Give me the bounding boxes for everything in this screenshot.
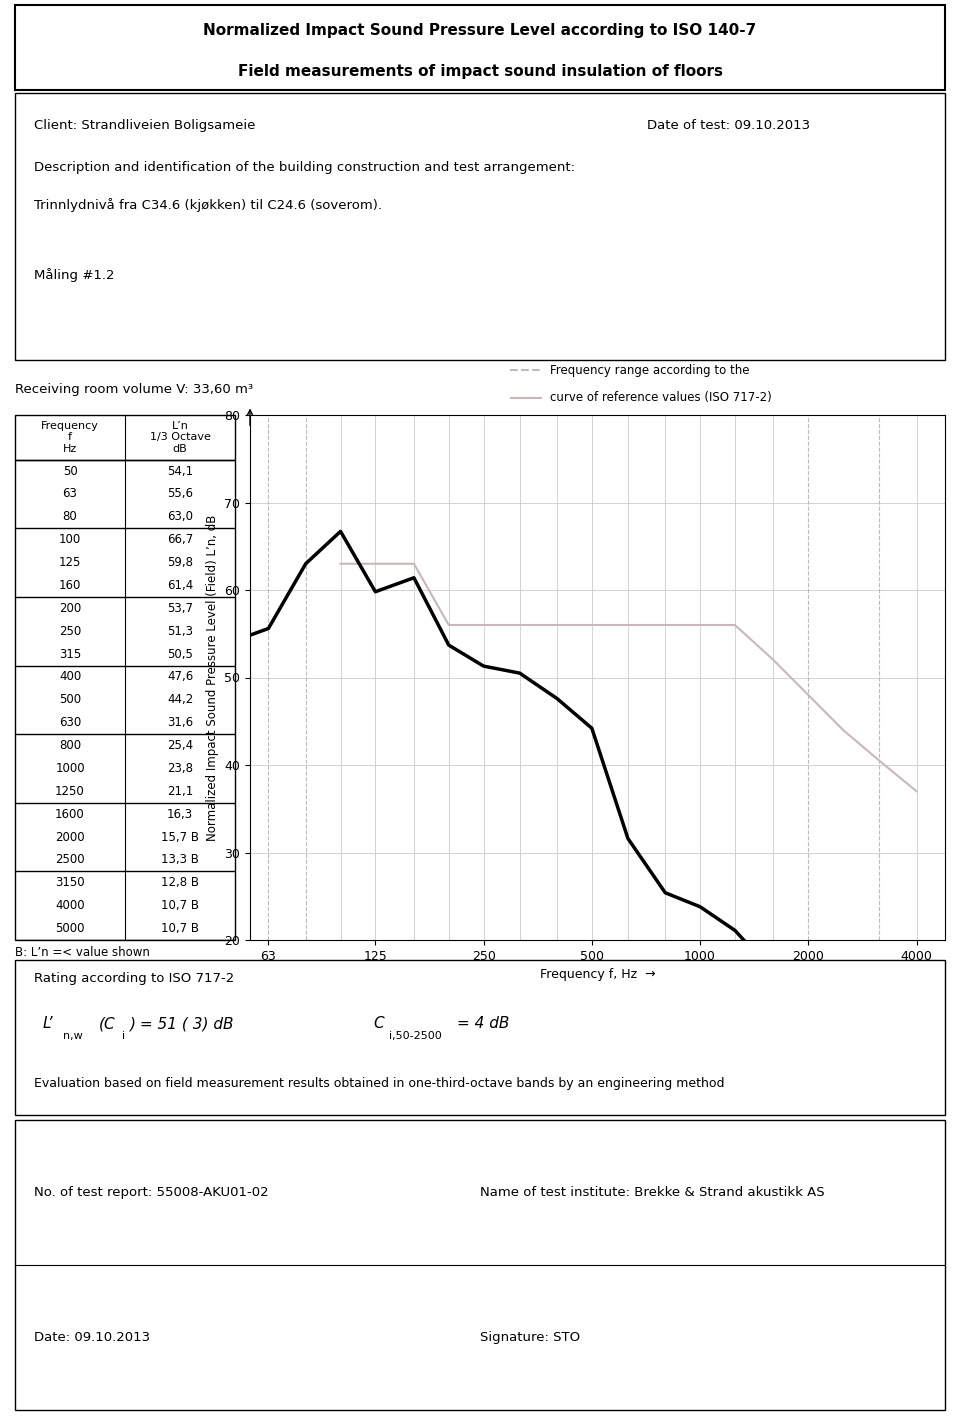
Text: 100: 100 <box>59 533 82 546</box>
Text: ) = 51 ( 3) dB: ) = 51 ( 3) dB <box>131 1016 235 1032</box>
Text: 25,4: 25,4 <box>167 739 193 752</box>
Text: 44,2: 44,2 <box>167 693 193 706</box>
Text: Receiving room volume V: 33,60 m³: Receiving room volume V: 33,60 m³ <box>15 382 253 395</box>
Text: 21,1: 21,1 <box>167 784 193 797</box>
Text: L’: L’ <box>43 1016 54 1032</box>
Text: Evaluation based on field measurement results obtained in one-third-octave bands: Evaluation based on field measurement re… <box>34 1077 724 1090</box>
Text: 1600: 1600 <box>55 807 84 821</box>
Text: 66,7: 66,7 <box>167 533 193 546</box>
Text: Frequency range according to the: Frequency range according to the <box>549 364 749 377</box>
Text: 61,4: 61,4 <box>167 578 193 593</box>
Text: 51,3: 51,3 <box>167 625 193 638</box>
Text: 59,8: 59,8 <box>167 556 193 568</box>
Text: 2500: 2500 <box>55 854 84 867</box>
Text: 63: 63 <box>62 487 78 500</box>
Text: 1250: 1250 <box>55 784 84 797</box>
Text: Date of test: 09.10.2013: Date of test: 09.10.2013 <box>647 118 810 132</box>
Text: Måling #1.2: Måling #1.2 <box>34 267 114 281</box>
Text: Frequency
f
Hz: Frequency f Hz <box>41 421 99 453</box>
Text: 500: 500 <box>59 693 81 706</box>
Text: No. of test report: 55008-AKU01-02: No. of test report: 55008-AKU01-02 <box>34 1187 268 1199</box>
Text: 63,0: 63,0 <box>167 510 193 523</box>
Text: 31,6: 31,6 <box>167 716 193 729</box>
Text: 2000: 2000 <box>55 830 84 844</box>
Text: 315: 315 <box>59 648 82 661</box>
Text: 800: 800 <box>59 739 81 752</box>
Text: 5000: 5000 <box>56 922 84 935</box>
Text: Description and identification of the building construction and test arrangement: Description and identification of the bu… <box>34 161 575 175</box>
Text: 50,5: 50,5 <box>167 648 193 661</box>
Text: 54,1: 54,1 <box>167 465 193 477</box>
Text: 400: 400 <box>59 671 82 684</box>
Text: Field measurements of impact sound insulation of floors: Field measurements of impact sound insul… <box>237 64 723 78</box>
Text: 10,7 B: 10,7 B <box>161 922 199 935</box>
Text: C: C <box>373 1016 384 1032</box>
Text: Date: 09.10.2013: Date: 09.10.2013 <box>34 1331 150 1344</box>
Text: Trinnlydnivå fra C34.6 (kjøkken) til C24.6 (soverom).: Trinnlydnivå fra C34.6 (kjøkken) til C24… <box>34 198 382 212</box>
Text: 12,8 B: 12,8 B <box>161 877 199 890</box>
Text: 10,7 B: 10,7 B <box>161 899 199 912</box>
Text: 160: 160 <box>59 578 82 593</box>
Text: i: i <box>122 1032 125 1042</box>
Text: 47,6: 47,6 <box>167 671 193 684</box>
Text: 80: 80 <box>62 510 78 523</box>
Text: 1000: 1000 <box>55 762 84 774</box>
Text: 13,3 B: 13,3 B <box>161 854 199 867</box>
Text: = 4 dB: = 4 dB <box>457 1016 509 1032</box>
Text: 15,7 B: 15,7 B <box>161 830 199 844</box>
Text: Rating according to ISO 717-2: Rating according to ISO 717-2 <box>34 972 234 985</box>
Text: curve of reference values (ISO 717-2): curve of reference values (ISO 717-2) <box>549 391 771 404</box>
Text: 125: 125 <box>59 556 82 568</box>
Text: Signature: STO: Signature: STO <box>480 1331 580 1344</box>
Text: 630: 630 <box>59 716 82 729</box>
Text: 3150: 3150 <box>55 877 84 890</box>
Text: 55,6: 55,6 <box>167 487 193 500</box>
Text: 16,3: 16,3 <box>167 807 193 821</box>
Text: 50: 50 <box>62 465 78 477</box>
Text: 250: 250 <box>59 625 82 638</box>
Text: Name of test institute: Brekke & Strand akustikk AS: Name of test institute: Brekke & Strand … <box>480 1187 825 1199</box>
Text: 4000: 4000 <box>55 899 84 912</box>
Text: Normalized Impact Sound Pressure Level according to ISO 140-7: Normalized Impact Sound Pressure Level a… <box>204 23 756 38</box>
Text: B: L’n =< value shown: B: L’n =< value shown <box>15 945 150 959</box>
Text: n,w: n,w <box>63 1032 84 1042</box>
Text: (C: (C <box>99 1016 115 1032</box>
X-axis label: Frequency f, Hz  →: Frequency f, Hz → <box>540 968 656 982</box>
Text: i,50-2500: i,50-2500 <box>389 1032 442 1042</box>
Y-axis label: Normalized Impact Sound Pressure Level (Field) L’n, dB: Normalized Impact Sound Pressure Level (… <box>205 514 219 841</box>
Text: 23,8: 23,8 <box>167 762 193 774</box>
Text: L’n
1/3 Octave
dB: L’n 1/3 Octave dB <box>150 421 210 453</box>
Text: Client: Strandliveien Boligsameie: Client: Strandliveien Boligsameie <box>34 118 255 132</box>
Text: 200: 200 <box>59 603 82 615</box>
Text: 53,7: 53,7 <box>167 603 193 615</box>
